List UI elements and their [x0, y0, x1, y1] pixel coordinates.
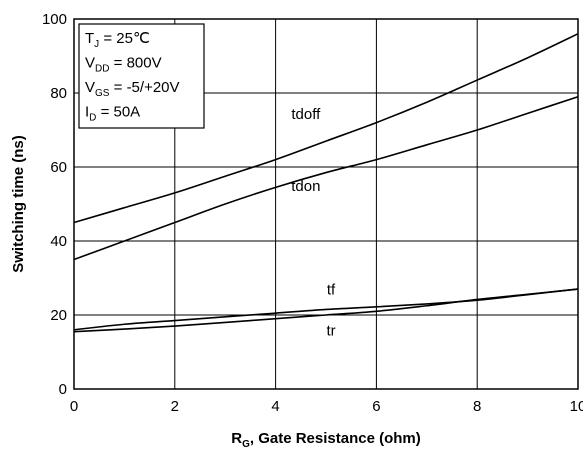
y-tick-label: 100	[42, 11, 67, 28]
x-tick-label: 10	[570, 398, 583, 415]
conditions-frame	[78, 23, 205, 129]
series-label-tr: tr	[326, 322, 335, 339]
series-line-tr	[73, 288, 579, 333]
series-lines	[73, 33, 579, 333]
conditions-box: TJ = 25℃ VDD = 800V VGS = -5/+20V ID = 50A	[78, 23, 205, 129]
plot-frame	[73, 18, 579, 390]
y-tick-label: 40	[50, 233, 67, 250]
x-tick-label: 2	[171, 398, 179, 415]
series-label-tdon: tdon	[291, 178, 320, 195]
series-line-tf	[73, 288, 579, 331]
x-tick-label: 6	[372, 398, 380, 415]
condition-line: VGS = -5/+20V	[85, 79, 180, 99]
condition-line: ID = 50A	[85, 104, 140, 124]
condition-line: TJ = 25℃	[85, 30, 150, 50]
x-tick-label: 4	[271, 398, 279, 415]
x-tick-label: 8	[473, 398, 481, 415]
series-line-tdoff	[73, 33, 579, 224]
x-axis-label: RG, Gate Resistance (ohm)	[231, 430, 421, 449]
y-tick-label: 80	[50, 85, 67, 102]
x-tick-label: 0	[70, 398, 78, 415]
y-axis-label: Switching time (ns)	[10, 135, 27, 273]
series-label-tf: tf	[327, 282, 336, 299]
y-tick-label: 0	[59, 381, 67, 398]
condition-line: VDD = 800V	[85, 55, 162, 75]
y-tick-label: 60	[50, 159, 67, 176]
series-labels: tdoff tdon tf tr	[291, 106, 336, 339]
series-line-tdon	[73, 95, 579, 261]
series-label-tdoff: tdoff	[291, 106, 321, 123]
y-tick-label: 20	[50, 307, 67, 324]
